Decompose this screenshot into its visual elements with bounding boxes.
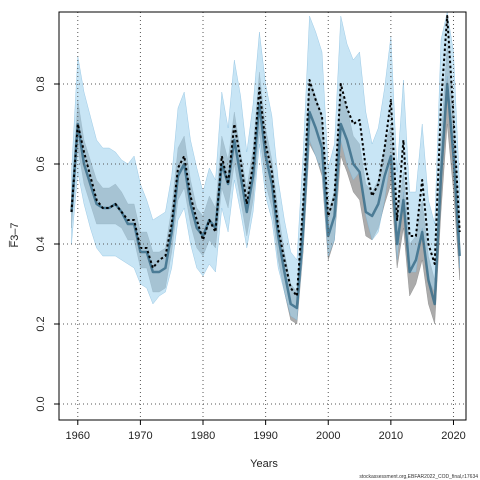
grid-lines bbox=[59, 12, 466, 420]
x-axis-label: Years bbox=[250, 458, 278, 470]
y-tick-label: 0.8 bbox=[35, 76, 47, 91]
estimate-line bbox=[70, 15, 461, 297]
y-tick-label: 0.6 bbox=[35, 156, 47, 171]
plot-frame bbox=[58, 11, 467, 421]
y-tick-label: 0.4 bbox=[35, 236, 47, 251]
y-tick-label: 0.0 bbox=[35, 396, 47, 411]
y-axis-label: F̅3–7 bbox=[9, 222, 21, 247]
x-tick-label: 1960 bbox=[66, 430, 90, 442]
x-tick-label: 2000 bbox=[316, 430, 340, 442]
x-tick-label: 1980 bbox=[191, 430, 215, 442]
y-tick-label: 0.2 bbox=[35, 316, 47, 331]
source-caption: stockassessment.org,EBFAR2022_COD_final,… bbox=[359, 474, 478, 480]
x-axis: 1960 1970 1980 1990 2000 2010 2020 bbox=[66, 420, 466, 442]
y-axis: 0.0 0.2 0.4 0.6 0.8 bbox=[35, 76, 59, 412]
x-tick-label: 1990 bbox=[253, 430, 277, 442]
x-tick-label: 2010 bbox=[379, 430, 403, 442]
x-tick-label: 1970 bbox=[128, 430, 152, 442]
x-tick-label: 2020 bbox=[441, 430, 465, 442]
